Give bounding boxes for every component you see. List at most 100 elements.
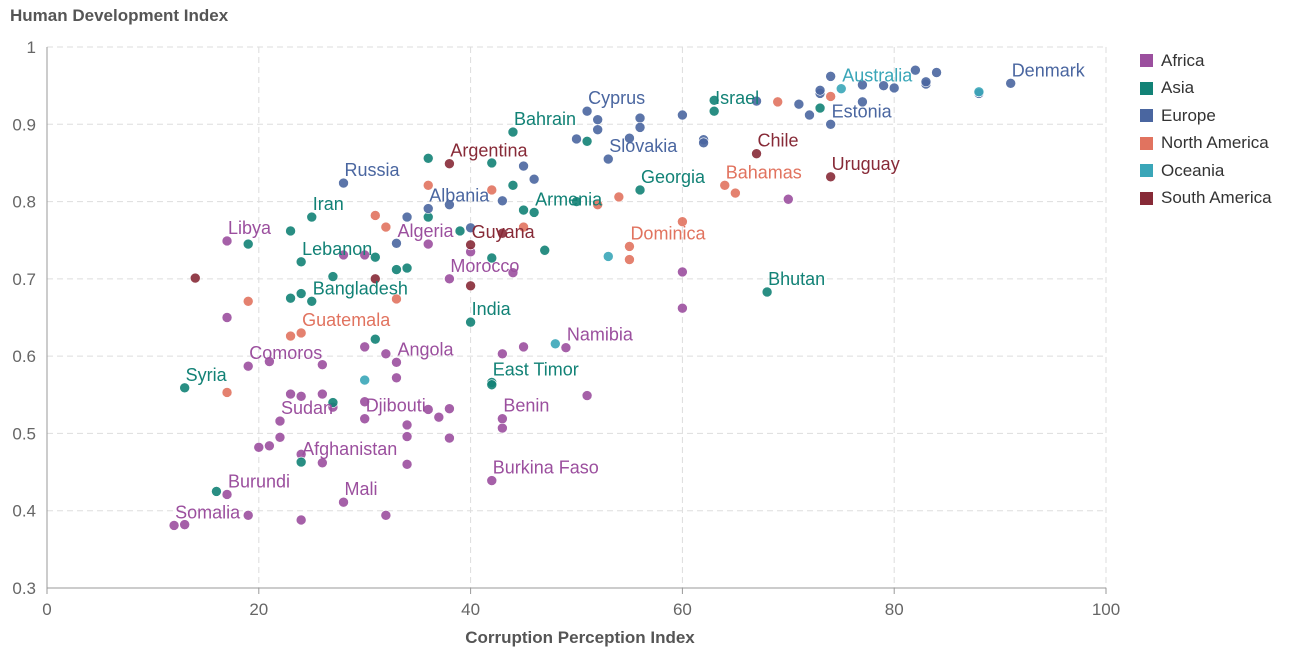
y-tick-label: 0.3 [12,579,36,598]
data-label: India [472,299,512,319]
data-point [782,193,794,205]
data-point [528,173,540,185]
legend-swatch [1140,136,1153,150]
data-point [422,238,434,250]
data-point [825,71,836,82]
data-point [401,459,413,470]
legend-item[interactable]: Asia [1140,75,1272,103]
data-point [761,286,773,298]
data-point [825,171,836,183]
data-label: Bhutan [768,269,825,289]
data-point [391,372,402,384]
data-point [814,84,826,96]
data-label: Russia [345,160,401,180]
data-point [878,80,889,91]
data-point [338,496,349,508]
data-point [602,251,614,262]
data-point [507,126,519,138]
y-tick-label: 0.6 [12,347,36,366]
data-point [242,238,254,250]
data-point [285,225,296,237]
data-label: Libya [228,218,272,238]
data-point [486,475,498,486]
data-point [422,180,434,191]
data-point [391,264,402,275]
data-point [931,67,942,78]
data-point [253,442,265,453]
data-point [444,403,455,414]
legend-item[interactable]: Europe [1140,102,1272,130]
data-point [571,133,582,145]
legend-item[interactable]: South America [1140,185,1272,213]
data-point [317,388,328,400]
data-point [602,153,614,165]
data-label: East Timor [493,359,579,379]
data-label: Lebanon [302,239,372,259]
data-point [369,251,381,263]
data-point [211,486,222,497]
legend-item[interactable]: North America [1140,130,1272,158]
data-point [369,333,381,345]
x-tick-label: 80 [885,600,904,619]
data-label: Namibia [567,325,634,345]
data-point [634,112,646,124]
data-point [973,86,985,98]
data-label: Chile [758,131,799,151]
data-label: Slovakia [609,136,678,156]
data-point [285,292,296,304]
data-point [380,221,392,233]
data-label: Sudan [281,398,333,418]
data-label: Armenia [535,189,603,209]
data-point [528,207,540,218]
data-point [708,95,720,106]
data-point [825,118,836,130]
data-label: Mali [345,479,378,499]
y-tick-label: 0.8 [12,193,36,212]
data-point [359,374,371,386]
data-point [317,359,328,370]
data-point [592,124,603,135]
data-point [814,102,826,114]
data-point [677,266,688,278]
data-point [380,510,392,521]
data-point [581,390,593,401]
data-point [624,132,635,144]
x-tick-label: 100 [1092,600,1120,619]
data-label: Angola [397,339,454,359]
data-point [391,238,402,249]
data-point [581,135,593,147]
data-label: Morocco [450,256,519,276]
data-label: Somalia [175,502,241,522]
data-point [497,348,508,360]
grid-lines [47,46,1107,588]
data-point [804,109,815,121]
data-point [518,160,529,172]
x-tick-label: 40 [461,600,480,619]
data-label: Comoros [249,343,322,363]
legend-label: North America [1161,133,1269,153]
legend-swatch [1140,109,1153,123]
data-point [581,105,593,117]
data-point [497,195,508,207]
data-point [497,413,508,425]
data-point [465,222,476,234]
data-label: Georgia [641,167,706,187]
data-label: Cyprus [588,88,645,108]
x-axis-title: Corruption Perception Index [465,628,695,647]
data-point [751,148,762,159]
data-point [401,419,413,431]
data-point [295,256,307,268]
legend-item[interactable]: Oceania [1140,157,1272,185]
data-point [242,510,254,521]
legend-label: Oceania [1161,160,1225,180]
data-point [221,235,233,247]
y-tick-label: 0.7 [12,270,36,289]
data-point [888,82,900,94]
legend-item[interactable]: Africa [1140,47,1272,75]
data-point [444,158,455,170]
y-tick-label: 0.9 [12,115,36,134]
data-label: Albania [429,186,490,206]
legend-label: South America [1161,188,1272,208]
data-point [518,341,529,353]
